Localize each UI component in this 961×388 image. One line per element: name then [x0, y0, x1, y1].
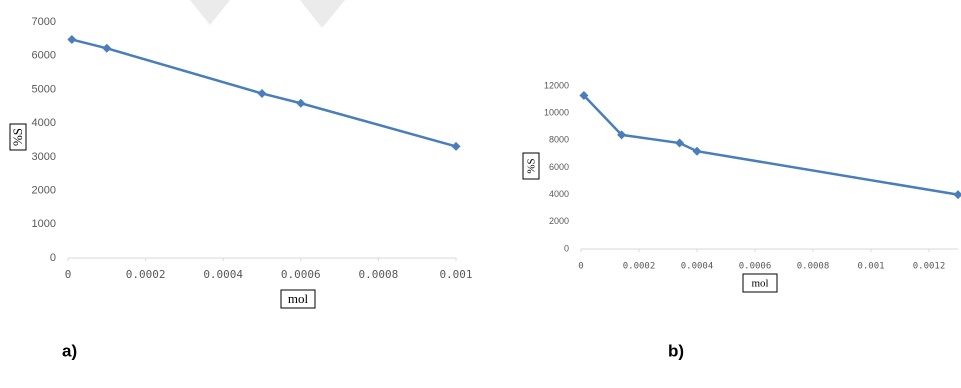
- point-marker: [102, 43, 112, 53]
- y-tick-label: 3000: [32, 151, 56, 163]
- x-tick-label: 0.0008: [359, 268, 399, 281]
- y-tick-label: 7000: [32, 16, 56, 28]
- point-marker: [617, 130, 627, 140]
- caption: a): [62, 341, 77, 360]
- y-tick-label: 2000: [32, 184, 56, 196]
- y-tick-label: 5000: [32, 83, 56, 95]
- y-tick-label: 4000: [32, 117, 56, 129]
- x-axis-label-box: mol: [742, 273, 778, 293]
- x-tick-label: 0.0006: [281, 268, 321, 281]
- x-tick-label: 0.0012: [913, 262, 946, 272]
- label-frame: [522, 152, 540, 180]
- watermark: [300, 0, 345, 28]
- x-tick-label: 0.001: [439, 268, 472, 281]
- x-tick-label: 0.0004: [203, 268, 243, 281]
- point-marker: [67, 35, 77, 45]
- y-tick-label: 0: [564, 243, 569, 253]
- y-tick-label: 0: [50, 252, 56, 264]
- label-frame: [742, 273, 778, 293]
- point-marker: [451, 141, 461, 151]
- y-tick-label: 6000: [549, 162, 569, 172]
- y-tick-label: 1000: [32, 218, 56, 230]
- point-marker: [579, 91, 589, 101]
- point-marker: [692, 146, 702, 156]
- x-axis-label-box: mol: [280, 289, 316, 309]
- x-axis-label: mol: [751, 278, 768, 290]
- y-tick-label: 4000: [549, 189, 569, 199]
- x-tick-label: 0.001: [857, 262, 884, 272]
- y-tick-label: 12000: [544, 80, 569, 90]
- x-axis-label: mol: [288, 291, 309, 306]
- x-tick-label: 0.0002: [126, 268, 166, 281]
- point-marker: [953, 190, 961, 200]
- x-tick-label: 0.0002: [623, 262, 656, 272]
- x-tick-label: 0.0004: [681, 262, 714, 272]
- watermark: [190, 0, 230, 25]
- label-frame: [280, 289, 316, 309]
- caption: b): [668, 341, 684, 360]
- y-tick-label: 6000: [32, 50, 56, 62]
- x-tick-label: 0: [65, 268, 72, 281]
- y-axis-label: %S: [526, 158, 538, 173]
- y-axis-label: %S: [10, 128, 25, 146]
- x-tick-label: 0.0006: [739, 262, 772, 272]
- point-marker: [675, 138, 685, 148]
- series-line: [582, 94, 959, 196]
- x-tick-label: 0: [578, 262, 583, 272]
- y-axis-label-box: %S: [9, 123, 27, 151]
- y-tick-label: 8000: [549, 135, 569, 145]
- x-tick-label: 0.0008: [797, 262, 830, 272]
- y-tick-label: 10000: [544, 108, 569, 118]
- label-frame: [9, 123, 27, 151]
- point-marker: [257, 88, 267, 98]
- y-tick-label: 2000: [549, 216, 569, 226]
- point-marker: [296, 98, 306, 108]
- y-axis-label-box: %S: [522, 152, 540, 180]
